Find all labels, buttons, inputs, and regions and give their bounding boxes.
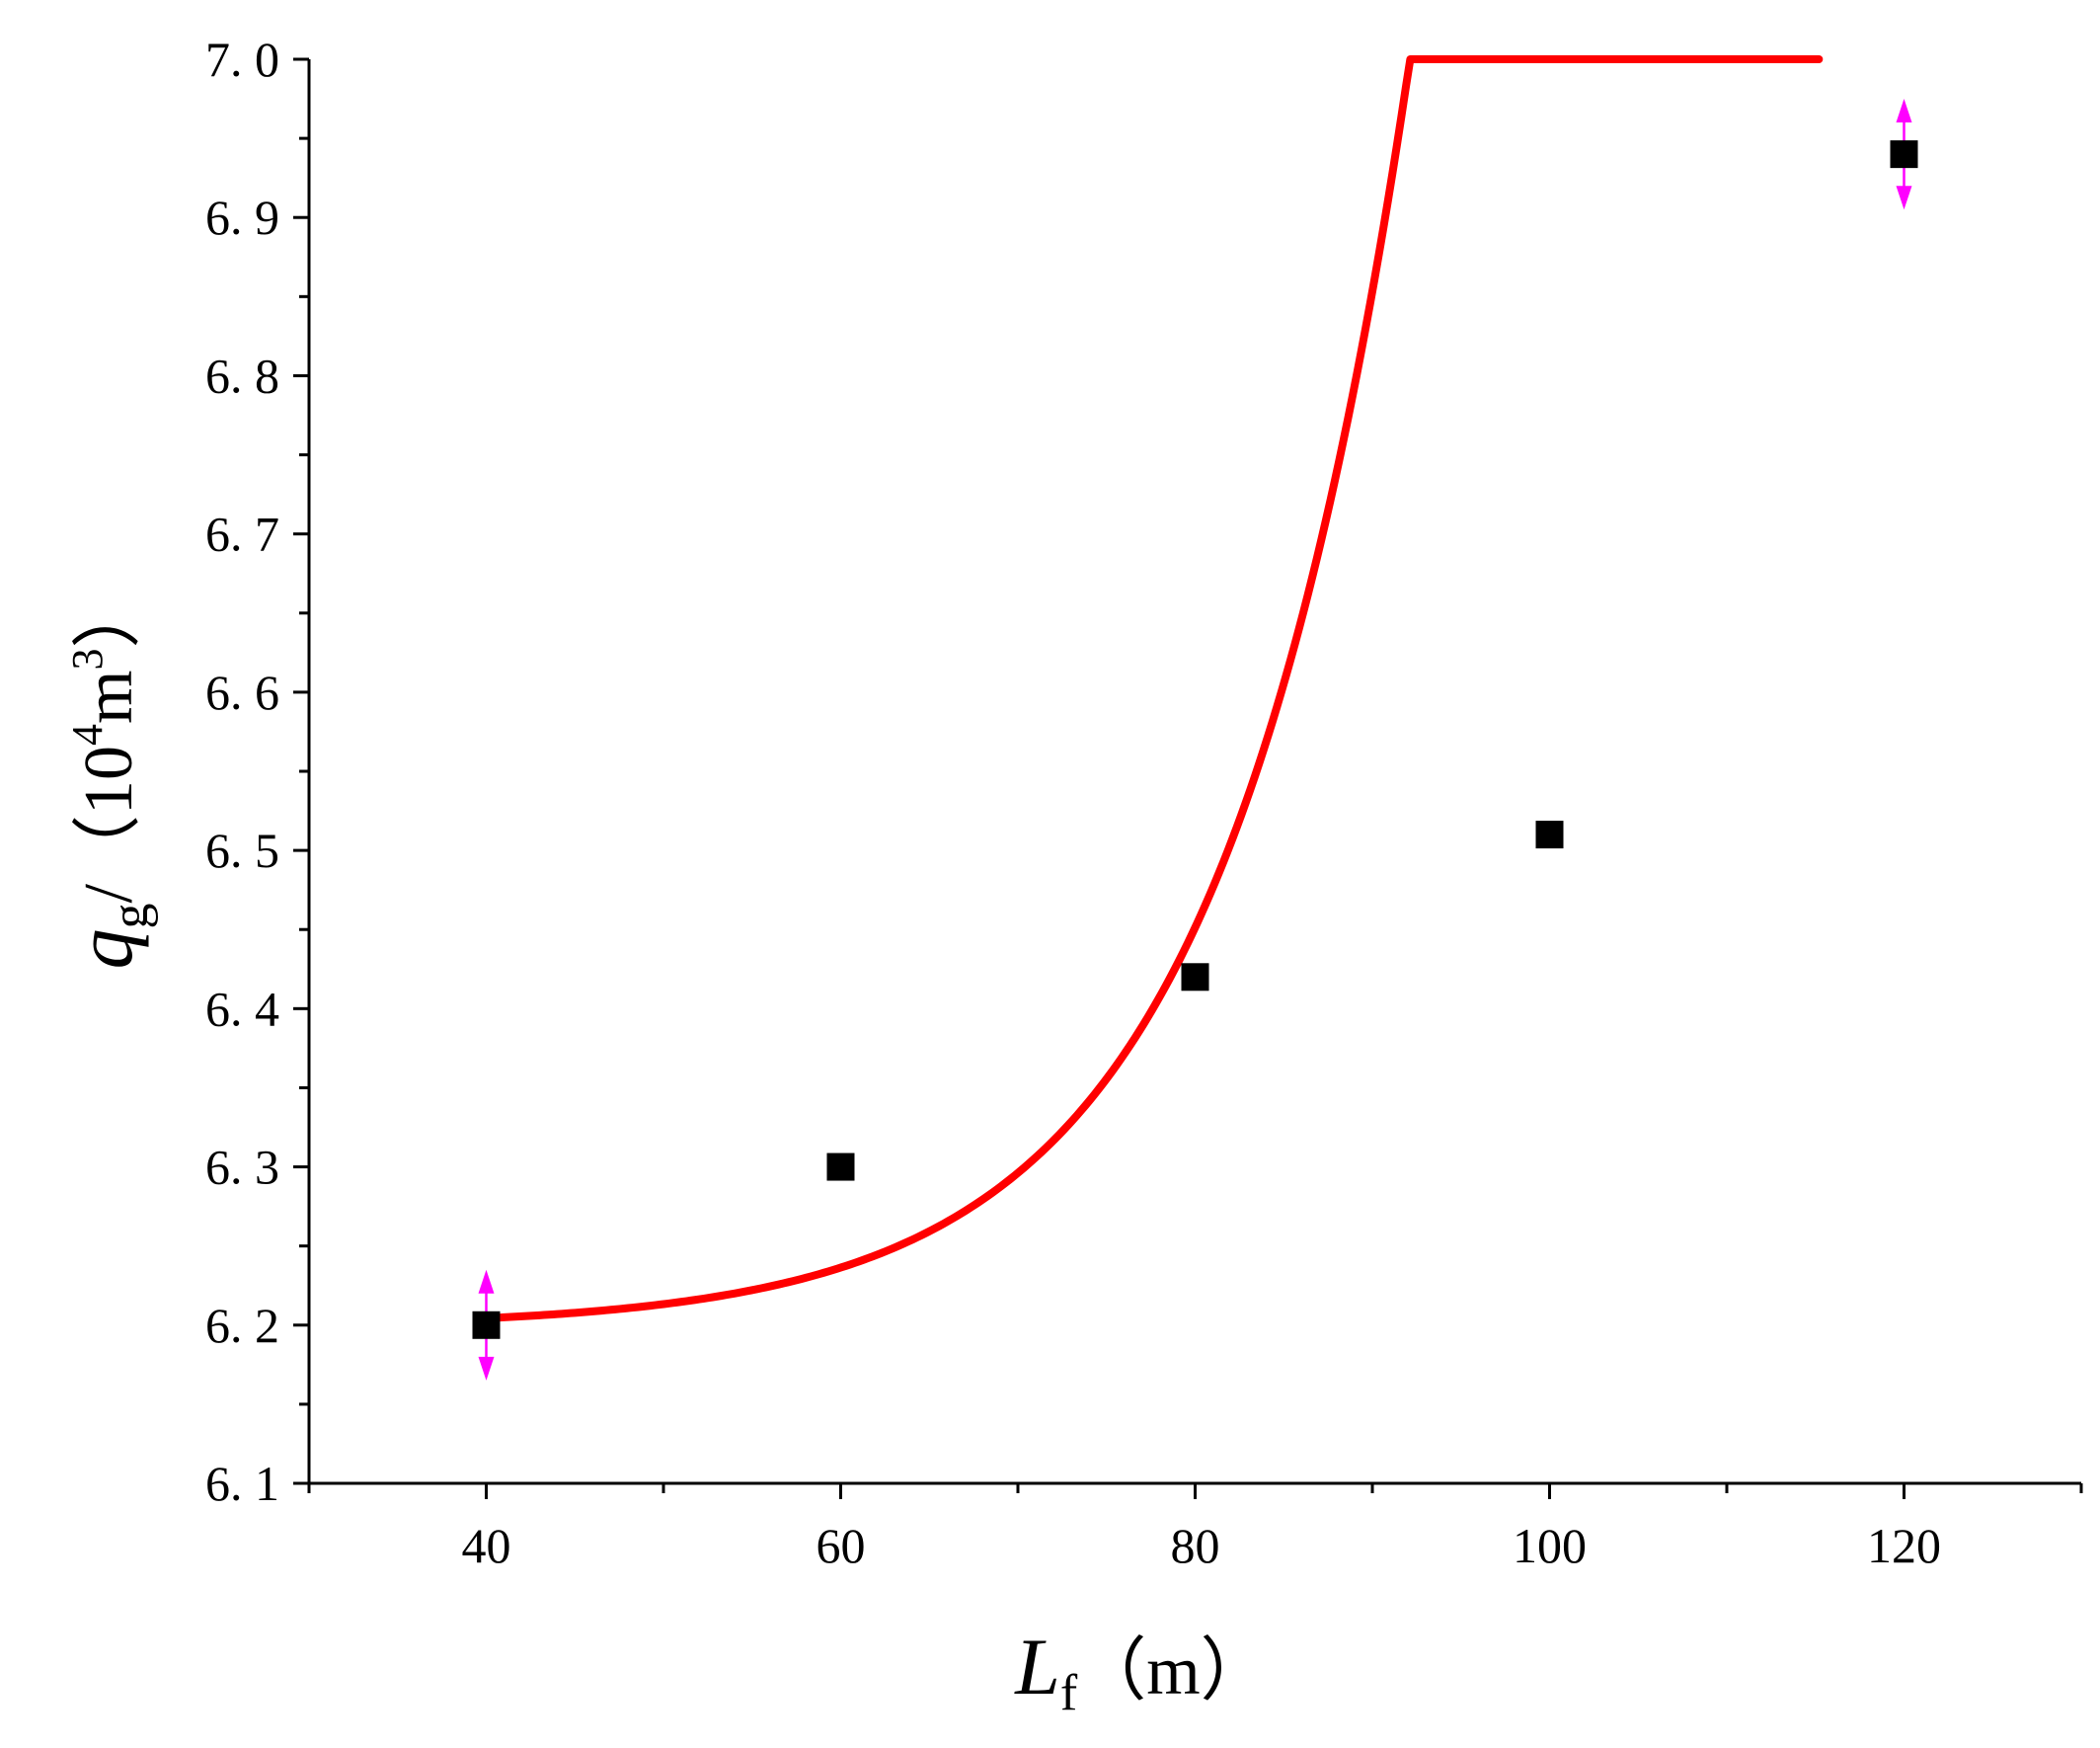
y-tick-label: 6. 9: [205, 190, 279, 245]
y-tick-label: 7. 0: [205, 32, 279, 87]
y-axis-slash: /: [71, 883, 147, 903]
x-ticks: 40 60 80 100 120: [307, 1483, 2083, 1573]
axes: 40 60 80 100 120 6. 16. 26. 36. 46. 56. 66. …: [205, 32, 2083, 1573]
x-tick-label: 60: [817, 1518, 866, 1573]
x-axis-unit: （m）: [1077, 1633, 1269, 1709]
x-axis-sub: f: [1060, 1665, 1078, 1721]
y-tick-label: 6. 8: [205, 348, 279, 403]
y-axis-open: （: [71, 815, 147, 884]
y-tick-label: 6. 2: [205, 1298, 279, 1353]
y-axis-close: ）: [71, 580, 147, 649]
y-tick-label: 6. 4: [205, 981, 279, 1036]
y-axis-unit: m: [71, 671, 147, 724]
x-axis-var: L: [1014, 1622, 1060, 1711]
data-points: [472, 140, 1918, 1339]
x-tick-label: 120: [1867, 1518, 1941, 1573]
y-tick-label: 6. 1: [205, 1456, 279, 1511]
plot-area: [472, 55, 1918, 1381]
y-tick-label: 6. 6: [205, 665, 279, 720]
data-point: [472, 1311, 501, 1339]
data-point: [1890, 140, 1918, 169]
x-tick-label: 40: [462, 1518, 511, 1573]
arrow-head-down: [478, 1356, 495, 1381]
x-axis-title: Lf（m）: [1014, 1622, 1269, 1721]
arrow-head-up: [1896, 99, 1912, 123]
y-axis-exp1: 4: [63, 724, 112, 746]
data-point: [826, 1152, 855, 1181]
y-ticks: 6. 1 6. 2 6. 3 6. 4 6. 5 6. 6 6. 7 6. 8 6. 9 7. 0: [205, 32, 309, 1511]
x-tick-label: 100: [1513, 1518, 1587, 1573]
y-axis-base: 10: [71, 746, 147, 815]
y-axis-title: qg/（104m3）: [59, 580, 159, 970]
x-tick-label: 80: [1171, 1518, 1220, 1573]
data-point: [1535, 821, 1564, 849]
fit-curve: [482, 55, 1824, 1322]
arrow-head-up: [478, 1269, 495, 1294]
data-point: [1181, 963, 1209, 992]
y-tick-label: 6. 3: [205, 1140, 279, 1195]
y-axis-exp2: 3: [63, 649, 112, 671]
y-axis-sub: g: [103, 903, 159, 928]
y-tick-label: 6. 7: [205, 507, 279, 562]
arrow-head-down: [1896, 186, 1912, 210]
y-axis-var: q: [59, 928, 149, 969]
annotations: [478, 99, 1912, 1381]
y-tick-label: 6. 5: [205, 823, 279, 878]
